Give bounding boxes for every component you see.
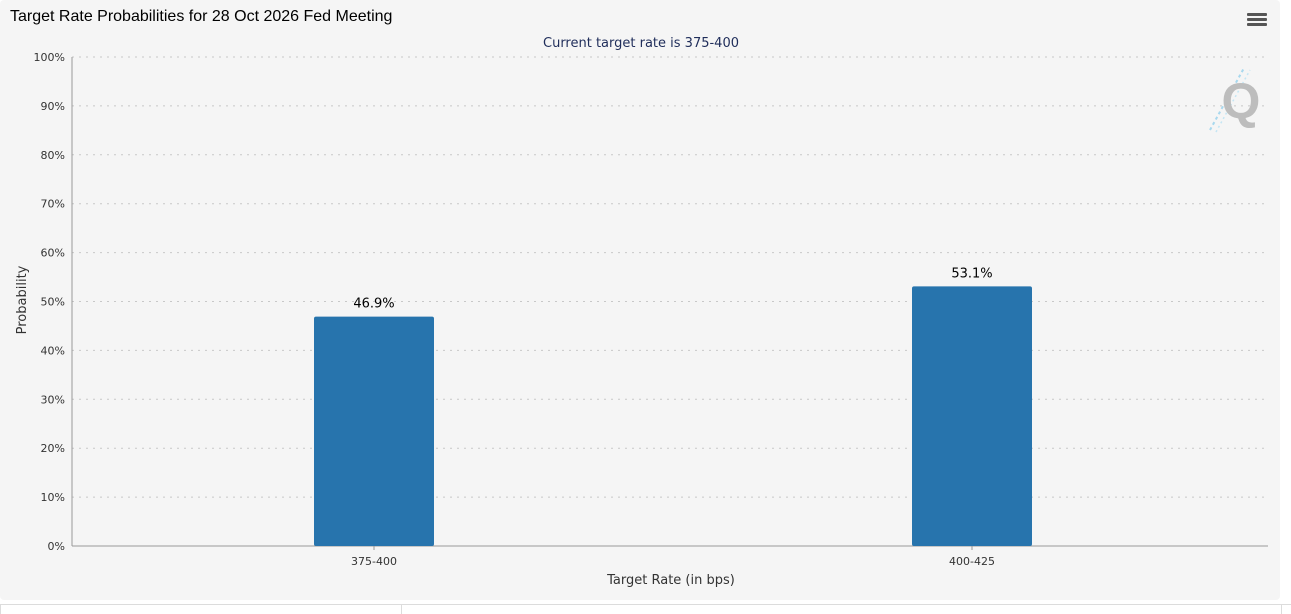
y-tick-label: 10% bbox=[41, 491, 65, 504]
page-title: Target Rate Probabilities for 28 Oct 202… bbox=[10, 8, 393, 25]
hamburger-menu-icon[interactable] bbox=[1247, 13, 1267, 29]
axes: 0% 10% 20% 30% 40% 50% 60% 70% 80% 90% 100% 375-400… bbox=[34, 51, 1268, 568]
grid-lines bbox=[72, 56, 1268, 498]
data-label: 46.9% bbox=[353, 297, 394, 312]
bars bbox=[314, 286, 1032, 546]
data-label: 53.1% bbox=[951, 266, 992, 281]
y-tick-label: 70% bbox=[41, 198, 65, 211]
y-tick-label: 90% bbox=[41, 100, 65, 113]
y-tick-label: 40% bbox=[41, 344, 65, 357]
y-axis-title: Probability bbox=[15, 265, 30, 334]
chart-subtitle: Current target rate is 375-400 bbox=[543, 36, 739, 51]
y-tick-label: 20% bbox=[41, 442, 65, 455]
y-tick-label: 30% bbox=[41, 393, 65, 406]
y-tick-label: 60% bbox=[41, 247, 65, 260]
y-tick-label: 0% bbox=[48, 540, 65, 553]
data-labels: 46.9% 53.1% bbox=[353, 266, 992, 311]
bar-400-425[interactable] bbox=[912, 286, 1032, 546]
x-axis-title: Target Rate (in bps) bbox=[606, 573, 735, 588]
y-tick-label: 50% bbox=[41, 296, 65, 309]
y-tick-label: 100% bbox=[34, 51, 65, 64]
bar-375-400[interactable] bbox=[314, 316, 434, 546]
y-tick-label: 80% bbox=[41, 149, 65, 162]
svg-text:Q: Q bbox=[1222, 73, 1261, 129]
quikstrike-q-logo-icon: Q bbox=[1209, 67, 1261, 133]
bottom-strip bbox=[0, 604, 1291, 614]
chart-panel bbox=[0, 0, 1280, 600]
x-tick-label: 400-425 bbox=[949, 555, 995, 568]
x-tick-label: 375-400 bbox=[351, 555, 397, 568]
